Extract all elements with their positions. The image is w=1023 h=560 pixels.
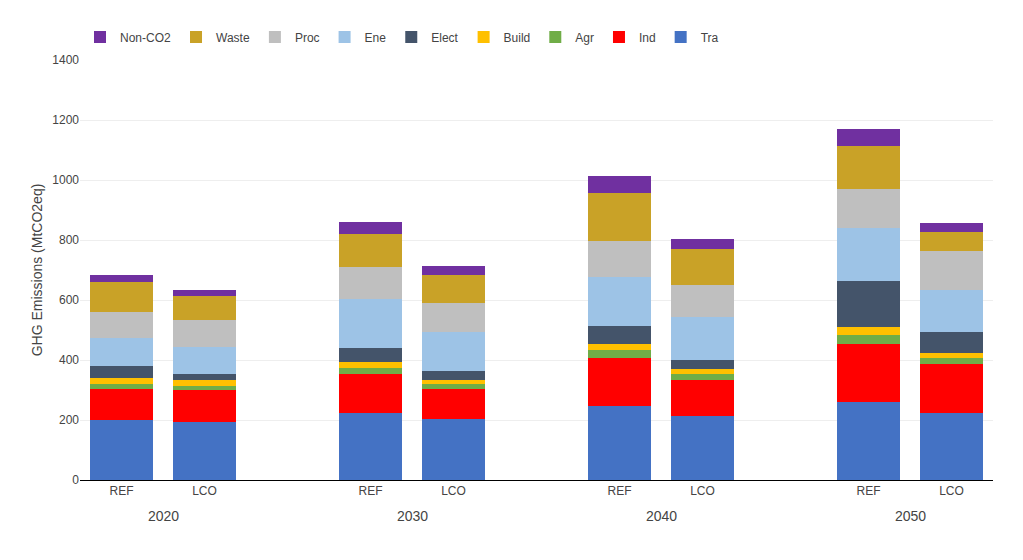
svg-text:600: 600 xyxy=(59,293,79,307)
svg-text:200: 200 xyxy=(59,413,79,427)
svg-text:Proc: Proc xyxy=(295,31,320,45)
svg-text:1200: 1200 xyxy=(52,113,79,127)
svg-text:LCO: LCO xyxy=(441,484,466,498)
svg-text:Agr: Agr xyxy=(575,31,594,45)
svg-text:LCO: LCO xyxy=(939,484,964,498)
svg-text:1400: 1400 xyxy=(52,53,79,67)
svg-text:2030: 2030 xyxy=(397,508,428,524)
svg-text:Tra: Tra xyxy=(701,31,719,45)
svg-text:REF: REF xyxy=(110,484,134,498)
svg-text:0: 0 xyxy=(72,473,79,487)
svg-text:800: 800 xyxy=(59,233,79,247)
svg-text:LCO: LCO xyxy=(192,484,217,498)
svg-text:REF: REF xyxy=(359,484,383,498)
svg-text:2020: 2020 xyxy=(148,508,179,524)
svg-text:Non-CO2: Non-CO2 xyxy=(120,31,171,45)
svg-text:Elect: Elect xyxy=(431,31,458,45)
svg-text:2040: 2040 xyxy=(646,508,677,524)
svg-text:LCO: LCO xyxy=(690,484,715,498)
svg-text:REF: REF xyxy=(608,484,632,498)
svg-text:Build: Build xyxy=(504,31,531,45)
svg-text:Ene: Ene xyxy=(365,31,387,45)
svg-text:REF: REF xyxy=(857,484,881,498)
svg-text:GHG Emissions (MtCO2eq): GHG Emissions (MtCO2eq) xyxy=(29,184,45,357)
svg-text:2050: 2050 xyxy=(895,508,926,524)
svg-text:1000: 1000 xyxy=(52,173,79,187)
svg-text:400: 400 xyxy=(59,353,79,367)
svg-text:Ind: Ind xyxy=(639,31,656,45)
svg-text:Waste: Waste xyxy=(216,31,250,45)
